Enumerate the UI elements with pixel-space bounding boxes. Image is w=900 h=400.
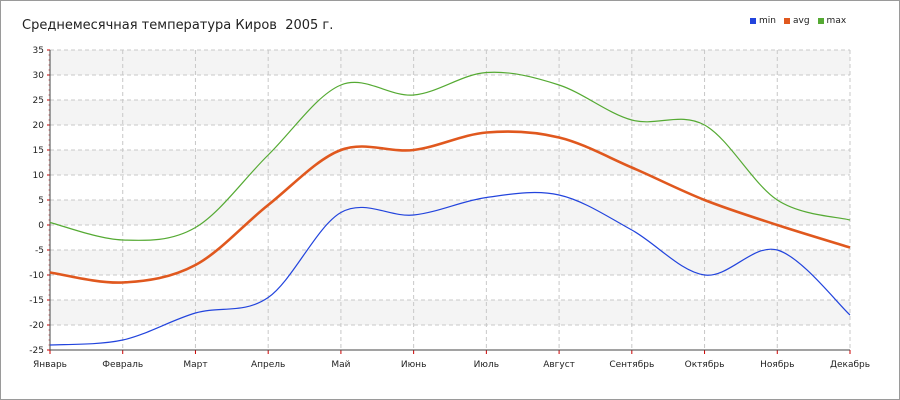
- y-tick-label: 30: [33, 71, 45, 81]
- series-line-min: [49, 191, 851, 346]
- x-tick-label: Апрель: [251, 360, 285, 370]
- x-tick-label: Июль: [474, 360, 499, 370]
- x-tick-label: Март: [183, 360, 207, 370]
- y-tick-label: 35: [33, 46, 44, 56]
- x-tick-label: Февраль: [102, 360, 143, 370]
- x-tick-label: Декабрь: [830, 360, 870, 370]
- legend-item-min: min: [750, 16, 776, 26]
- y-tick-label: 10: [33, 171, 45, 181]
- legend-swatch-avg: [783, 18, 790, 24]
- y-tick-label: 15: [33, 146, 44, 156]
- y-tick-label: 0: [38, 221, 44, 231]
- legend: min avg max: [750, 16, 846, 26]
- series-line-avg: [49, 130, 851, 284]
- grid-band: [50, 200, 850, 225]
- series-line-max: [49, 71, 851, 241]
- grid-band: [50, 100, 850, 125]
- legend-item-max: max: [817, 16, 847, 26]
- y-tick-label: -25: [29, 346, 44, 356]
- grid-band: [50, 300, 850, 325]
- legend-swatch-min: [750, 18, 756, 24]
- legend-label-max: max: [826, 16, 847, 26]
- legend-label-min: min: [759, 16, 776, 26]
- y-tick-label: -5: [35, 246, 44, 256]
- legend-label-avg: avg: [792, 16, 810, 26]
- y-tick-label: 25: [33, 96, 44, 106]
- grid-band: [50, 250, 850, 275]
- grid-band: [50, 50, 850, 75]
- x-tick-label: Июнь: [401, 360, 427, 370]
- legend-item-avg: avg: [783, 16, 810, 26]
- grid-band: [50, 150, 850, 175]
- y-tick-label: 20: [33, 121, 45, 131]
- x-tick-label: Сентябрь: [609, 360, 654, 370]
- x-tick-label: Ноябрь: [760, 360, 794, 370]
- y-tick-label: 5: [38, 196, 44, 206]
- y-tick-label: -15: [29, 296, 44, 306]
- x-tick-label: Май: [331, 360, 350, 370]
- x-tick-label: Август: [543, 360, 575, 370]
- y-tick-label: -10: [29, 271, 44, 281]
- chart-title: Среднемесячная температура Киров 2005 г.: [22, 18, 334, 33]
- y-tick-label: -20: [29, 321, 44, 331]
- legend-swatch-max: [817, 18, 824, 24]
- x-tick-label: Январь: [33, 360, 67, 370]
- x-tick-label: Октябрь: [685, 360, 725, 370]
